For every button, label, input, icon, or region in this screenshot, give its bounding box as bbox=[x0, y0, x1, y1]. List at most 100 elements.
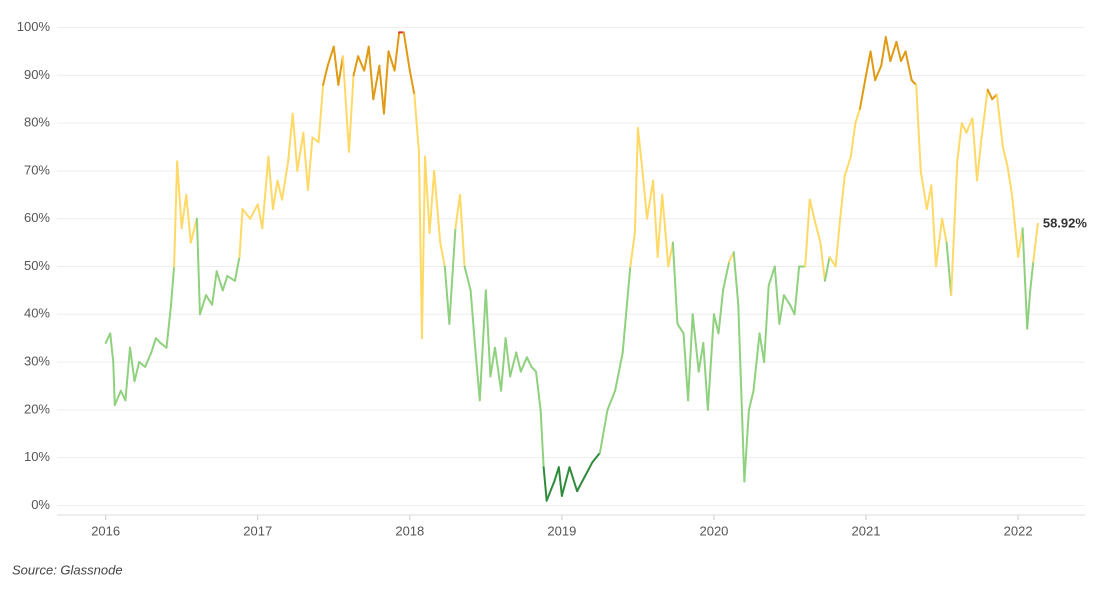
line-segment bbox=[880, 36, 887, 67]
line-segment bbox=[382, 50, 390, 115]
line-segment bbox=[1026, 289, 1032, 330]
line-segment bbox=[539, 408, 545, 469]
line-segment bbox=[484, 289, 492, 378]
line-segment bbox=[899, 50, 907, 63]
line-segment bbox=[1032, 222, 1039, 263]
line-segment bbox=[687, 313, 694, 402]
line-segment bbox=[296, 131, 305, 172]
line-segment bbox=[732, 251, 740, 306]
line-segment bbox=[636, 126, 644, 172]
line-segment bbox=[150, 337, 157, 354]
line-segment bbox=[545, 480, 556, 502]
line-segment bbox=[606, 389, 617, 411]
line-segment bbox=[493, 346, 503, 392]
y-tick-label: 80% bbox=[24, 115, 50, 130]
line-segment bbox=[439, 241, 446, 268]
line-segment bbox=[509, 351, 518, 378]
line-segment bbox=[317, 83, 325, 144]
line-segment bbox=[287, 112, 294, 163]
line-segment bbox=[515, 351, 522, 373]
line-segment bbox=[341, 55, 350, 153]
line-segment bbox=[661, 193, 670, 268]
line-segment bbox=[995, 93, 1004, 149]
line-segment bbox=[629, 232, 636, 268]
line-segment bbox=[189, 217, 198, 244]
line-segment bbox=[443, 265, 451, 325]
line-segment bbox=[614, 351, 624, 392]
line-segment bbox=[656, 193, 664, 258]
line-segment bbox=[934, 217, 944, 268]
line-segment bbox=[322, 64, 329, 86]
line-segment bbox=[195, 217, 201, 316]
x-tick-label: 2019 bbox=[547, 523, 576, 538]
line-segment bbox=[241, 208, 252, 220]
line-segment bbox=[671, 241, 679, 325]
line-segment bbox=[950, 160, 959, 297]
line-segment bbox=[211, 270, 218, 306]
y-tick-label: 60% bbox=[24, 210, 50, 225]
line-segment bbox=[682, 332, 690, 402]
line-segment bbox=[238, 208, 244, 258]
line-segment bbox=[113, 389, 122, 407]
line-segment bbox=[261, 155, 270, 230]
line-segment bbox=[553, 466, 560, 483]
line-segment bbox=[930, 184, 937, 268]
line-segment bbox=[747, 389, 755, 411]
line-segment bbox=[576, 475, 586, 493]
x-tick-label: 2017 bbox=[243, 523, 272, 538]
line-segment bbox=[276, 179, 284, 201]
line-segment bbox=[557, 466, 563, 497]
line-segment bbox=[834, 217, 842, 268]
line-segment bbox=[458, 193, 466, 268]
line-segment bbox=[271, 179, 279, 211]
line-segment bbox=[743, 408, 750, 483]
line-segment bbox=[767, 265, 776, 287]
line-segment bbox=[598, 408, 609, 454]
line-segment bbox=[363, 45, 370, 72]
line-segment bbox=[778, 294, 785, 325]
line-segment bbox=[165, 303, 173, 349]
line-segment bbox=[758, 332, 766, 364]
line-segment bbox=[976, 136, 983, 182]
line-segment bbox=[854, 107, 861, 125]
line-segment bbox=[124, 346, 131, 402]
line-segment bbox=[128, 346, 136, 383]
line-segment bbox=[326, 45, 335, 67]
line-segment bbox=[965, 117, 974, 134]
line-segment bbox=[198, 294, 208, 316]
line-segment bbox=[302, 131, 309, 192]
line-segment bbox=[919, 169, 928, 211]
y-tick-label: 50% bbox=[24, 258, 50, 273]
line-segment bbox=[910, 79, 918, 86]
x-tick-label: 2018 bbox=[395, 523, 424, 538]
line-segment bbox=[712, 313, 720, 335]
line-segment bbox=[737, 303, 746, 483]
line-segment bbox=[960, 122, 968, 134]
line-segment bbox=[839, 174, 846, 220]
line-segment bbox=[306, 136, 314, 192]
line-segment bbox=[904, 50, 913, 82]
line-segment bbox=[1021, 227, 1029, 330]
line-segment bbox=[773, 265, 781, 325]
line-segment bbox=[813, 217, 822, 244]
line-segment bbox=[347, 74, 355, 153]
line-segment bbox=[858, 74, 868, 110]
line-segment bbox=[884, 36, 892, 63]
line-segment bbox=[311, 136, 320, 144]
line-segment bbox=[433, 169, 442, 244]
line-segment bbox=[256, 203, 264, 230]
line-segment bbox=[448, 227, 457, 325]
line-segment bbox=[542, 466, 548, 502]
line-segment bbox=[823, 255, 831, 282]
line-segment bbox=[221, 275, 229, 292]
line-segment bbox=[215, 270, 224, 292]
line-segment bbox=[530, 365, 538, 373]
line-segment bbox=[535, 370, 542, 411]
y-tick-label: 0% bbox=[31, 497, 50, 512]
line-segment bbox=[372, 64, 381, 101]
line-segment bbox=[828, 255, 837, 268]
x-tick-label: 2016 bbox=[91, 523, 120, 538]
line-segment bbox=[980, 88, 989, 139]
line-segment bbox=[170, 265, 176, 306]
line-segment bbox=[281, 160, 290, 201]
